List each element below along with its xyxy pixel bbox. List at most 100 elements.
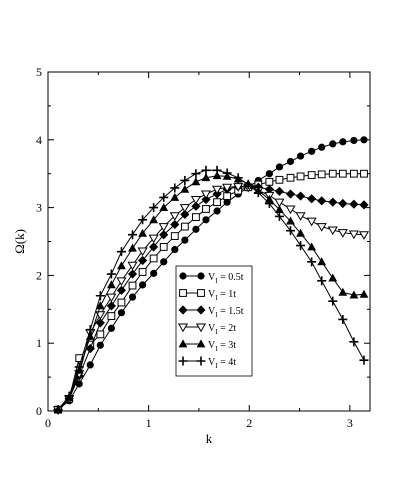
- data-point: [180, 184, 190, 193]
- legend-marker: [197, 289, 205, 297]
- data-point: [359, 355, 369, 365]
- y-tick-label-1: 1: [36, 336, 42, 350]
- data-point: [117, 298, 126, 307]
- data-point: [200, 190, 212, 200]
- legend-marker: [196, 339, 206, 348]
- data-point: [180, 222, 189, 231]
- data-point: [85, 325, 95, 335]
- data-point: [360, 136, 368, 144]
- data-point: [307, 171, 316, 179]
- data-point: [138, 215, 148, 225]
- data-point: [107, 324, 115, 332]
- data-point: [316, 223, 327, 232]
- series-4: [53, 171, 369, 414]
- series-5: [53, 165, 369, 415]
- data-point: [222, 168, 232, 178]
- data-point: [338, 314, 348, 324]
- data-point: [160, 258, 168, 266]
- data-point: [307, 257, 317, 267]
- data-point: [190, 195, 201, 205]
- data-point: [213, 207, 221, 215]
- data-point: [75, 380, 83, 388]
- data-point: [170, 219, 180, 230]
- data-point: [158, 223, 169, 232]
- data-point: [96, 330, 105, 339]
- legend-marker: [197, 272, 205, 280]
- data-point: [296, 172, 305, 181]
- data-point: [295, 212, 306, 221]
- data-point: [202, 205, 210, 213]
- data-point: [201, 165, 211, 175]
- data-point: [127, 261, 138, 271]
- legend-label-4: VI = 3t: [208, 340, 236, 353]
- x-tick-label-0: 0: [45, 416, 51, 430]
- data-point: [264, 184, 274, 194]
- data-point: [328, 169, 337, 178]
- data-point: [170, 192, 180, 201]
- x-tick-label-3: 3: [347, 416, 353, 430]
- y-tick-label-4: 4: [36, 133, 42, 147]
- legend-marker: [195, 323, 207, 333]
- data-point: [286, 216, 295, 225]
- data-point: [149, 215, 159, 224]
- data-point: [86, 361, 94, 369]
- data-point: [350, 169, 358, 178]
- data-point: [128, 293, 137, 301]
- legend-marker: [178, 305, 188, 315]
- data-point: [181, 236, 189, 244]
- data-point: [307, 194, 317, 204]
- data-point: [317, 170, 326, 179]
- data-point: [191, 177, 201, 186]
- data-point: [128, 281, 137, 290]
- data-point: [349, 290, 359, 299]
- data-point: [286, 226, 296, 236]
- legend-label-3: VI = 2t: [208, 323, 236, 336]
- legend-label-5: VI = 4t: [208, 357, 236, 370]
- y-tick-label-2: 2: [36, 268, 42, 282]
- data-point: [159, 230, 169, 240]
- data-point: [159, 192, 169, 202]
- data-point: [223, 198, 231, 206]
- y-tick-label-5: 5: [36, 65, 42, 79]
- data-point: [106, 280, 116, 289]
- data-point: [191, 201, 201, 211]
- data-point: [211, 185, 223, 195]
- data-point: [138, 281, 147, 289]
- data-point: [95, 301, 105, 310]
- data-point: [296, 152, 305, 160]
- data-point: [337, 229, 348, 238]
- data-point: [212, 165, 222, 175]
- data-point: [265, 177, 274, 186]
- data-point: [127, 269, 138, 279]
- legend-marker: [179, 272, 187, 280]
- series-layer: [52, 136, 370, 415]
- data-point: [96, 341, 104, 349]
- data-point: [360, 169, 368, 178]
- data-point: [149, 242, 159, 252]
- legend-marker: [196, 305, 206, 315]
- legend-entry-0: VI = 0.5t: [179, 272, 244, 285]
- data-point: [85, 344, 95, 354]
- data-point: [149, 254, 158, 263]
- data-point: [328, 273, 338, 282]
- legend: VI = 0.5t VI = 1t VI = 1.5t VI = 2t VI = 3t V…: [175, 265, 253, 377]
- data-point: [317, 196, 327, 206]
- legend-label-2: VI = 1.5t: [208, 306, 244, 319]
- data-point: [274, 211, 284, 221]
- data-point: [243, 180, 253, 190]
- data-point: [53, 405, 63, 415]
- data-point: [317, 276, 327, 286]
- data-point: [159, 203, 169, 211]
- data-point: [180, 209, 190, 219]
- data-point: [180, 175, 190, 185]
- data-point: [328, 296, 338, 306]
- data-point: [95, 318, 105, 328]
- data-point: [212, 171, 222, 180]
- data-point: [265, 170, 273, 178]
- legend-marker: [177, 323, 189, 333]
- data-point: [116, 285, 127, 295]
- data-point: [350, 136, 358, 145]
- data-point: [201, 194, 211, 205]
- data-point: [179, 204, 190, 213]
- data-point: [296, 228, 305, 237]
